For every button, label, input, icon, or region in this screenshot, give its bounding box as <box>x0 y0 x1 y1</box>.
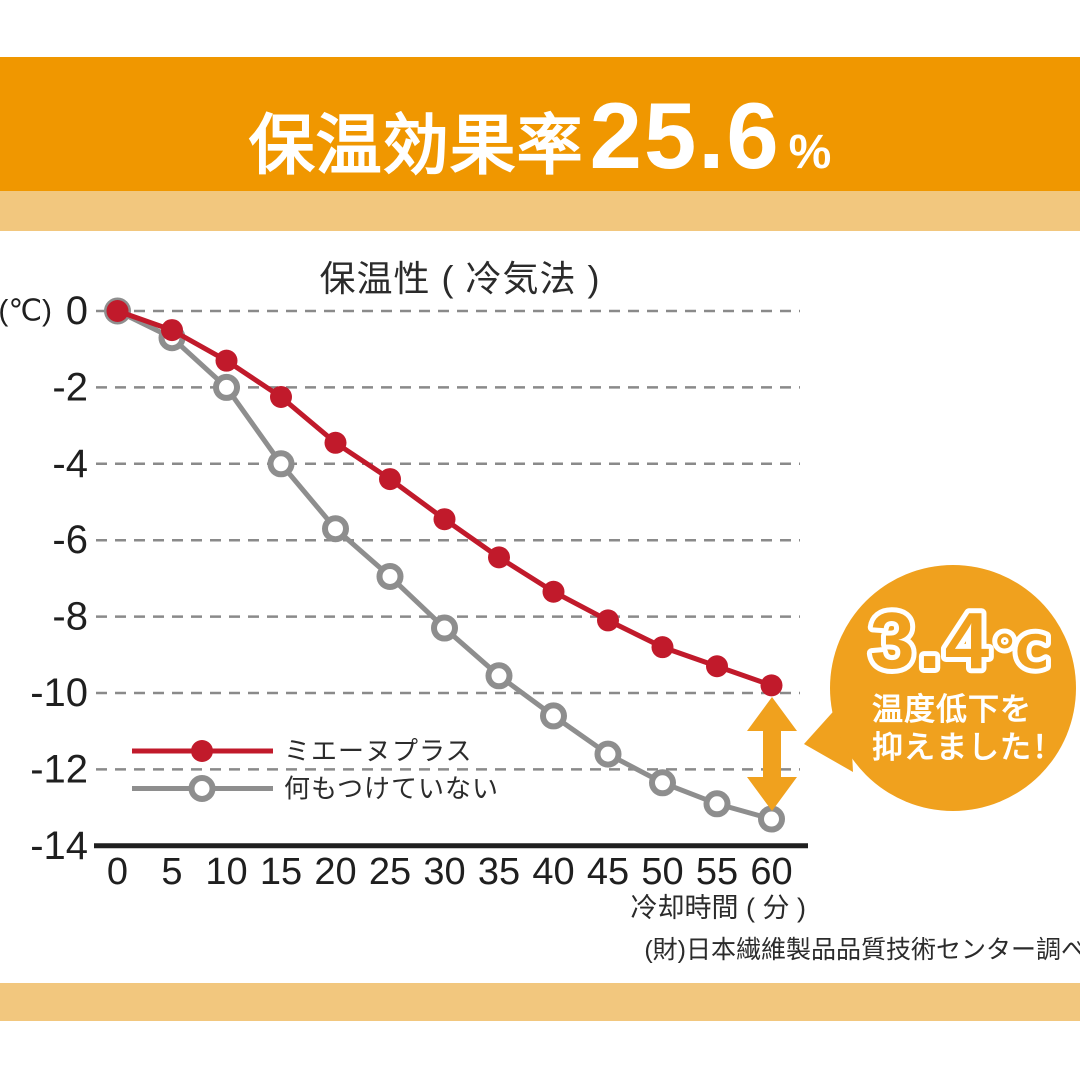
y-tick-label: -2 <box>52 365 88 409</box>
header-title-value: 25.6 <box>589 83 781 188</box>
bubble-value: 3.4℃ <box>870 596 1053 685</box>
plot-area: 保温性 ( 冷気法 )(℃) 0-2-4-6-8-10-12-140 5 10 15 20… <box>0 258 1080 964</box>
data-point-open <box>758 805 785 833</box>
header-title-unit: % <box>788 126 832 179</box>
data-point-open <box>485 662 513 690</box>
legend-label: 何もつけていない <box>284 774 499 804</box>
x-tick-label: 25 <box>369 851 411 893</box>
x-tick-label: 60 <box>750 851 792 893</box>
y-tick-label: 0 <box>66 289 88 333</box>
difference-arrow <box>747 697 797 811</box>
data-point-filled <box>706 655 728 678</box>
x-tick-label: 35 <box>478 851 520 893</box>
data-point-filled <box>106 300 129 322</box>
chart-title: 保温性 ( 冷気法 ) <box>320 258 601 299</box>
data-point-open <box>594 740 622 768</box>
legend-label: ミエーヌプラス <box>284 736 472 766</box>
bubble-circle <box>830 565 1076 811</box>
data-point-open <box>267 450 295 478</box>
source-note: (財)日本繊維製品品質技術センター調べ <box>644 936 1080 964</box>
data-point-filled <box>161 319 183 342</box>
x-tick-label: 40 <box>532 851 574 893</box>
data-point-filled <box>379 468 401 491</box>
data-point-open <box>213 373 240 401</box>
data-point-filled <box>488 546 510 569</box>
data-point-open <box>322 515 349 543</box>
header-banner: 保温効果率 25.6 % <box>0 57 1080 191</box>
header-title-prefix: 保温効果率 <box>248 108 584 182</box>
footer-strip <box>0 983 1080 1021</box>
data-point-open <box>376 562 404 590</box>
data-point-open <box>649 769 676 797</box>
bubble-text-line2: 抑えました！ <box>872 730 1064 765</box>
x-tick-label: 30 <box>423 851 465 893</box>
bubble-value-unit: ℃ <box>993 626 1053 678</box>
data-point-filled <box>760 674 783 697</box>
y-tick-label: -14 <box>30 824 88 868</box>
x-tick-label: 0 <box>107 851 128 893</box>
data-point-filled <box>651 636 674 659</box>
data-point-open <box>540 702 567 730</box>
data-point-filled <box>542 580 565 603</box>
legend-marker-filled <box>191 740 213 762</box>
x-tick-label: 20 <box>314 851 356 893</box>
data-point-filled <box>433 508 456 531</box>
header-substrip <box>0 191 1080 231</box>
data-point-filled <box>324 431 347 454</box>
y-axis-unit: (℃) <box>0 295 52 328</box>
data-point-filled <box>215 349 238 372</box>
x-tick-label: 10 <box>205 851 247 893</box>
legend-marker-open <box>188 775 216 802</box>
x-tick-label: 55 <box>696 851 738 893</box>
bubble-text-line1: 温度低下を <box>872 692 1032 727</box>
callout-bubble: 3.4℃ 温度低下を 抑えました！ <box>804 565 1076 811</box>
data-point-filled <box>597 609 619 632</box>
difference-annotation: 3.4℃ 温度低下を 抑えました！ <box>747 565 1076 811</box>
y-tick-label: -12 <box>30 747 88 791</box>
x-tick-label: 45 <box>587 851 629 893</box>
y-tick-label: -8 <box>52 595 88 639</box>
y-tick-label: -10 <box>30 671 88 715</box>
y-tick-label: -6 <box>52 518 88 562</box>
x-axis-label: 冷却時間 ( 分 ) <box>631 893 807 923</box>
x-tick-label: 5 <box>161 851 182 893</box>
x-tick-label: 15 <box>260 851 302 893</box>
data-point-open <box>431 614 458 642</box>
data-point-open <box>703 790 731 818</box>
x-tick-label: 50 <box>641 851 683 893</box>
y-tick-label: -4 <box>52 442 88 486</box>
data-point-filled <box>270 385 292 408</box>
